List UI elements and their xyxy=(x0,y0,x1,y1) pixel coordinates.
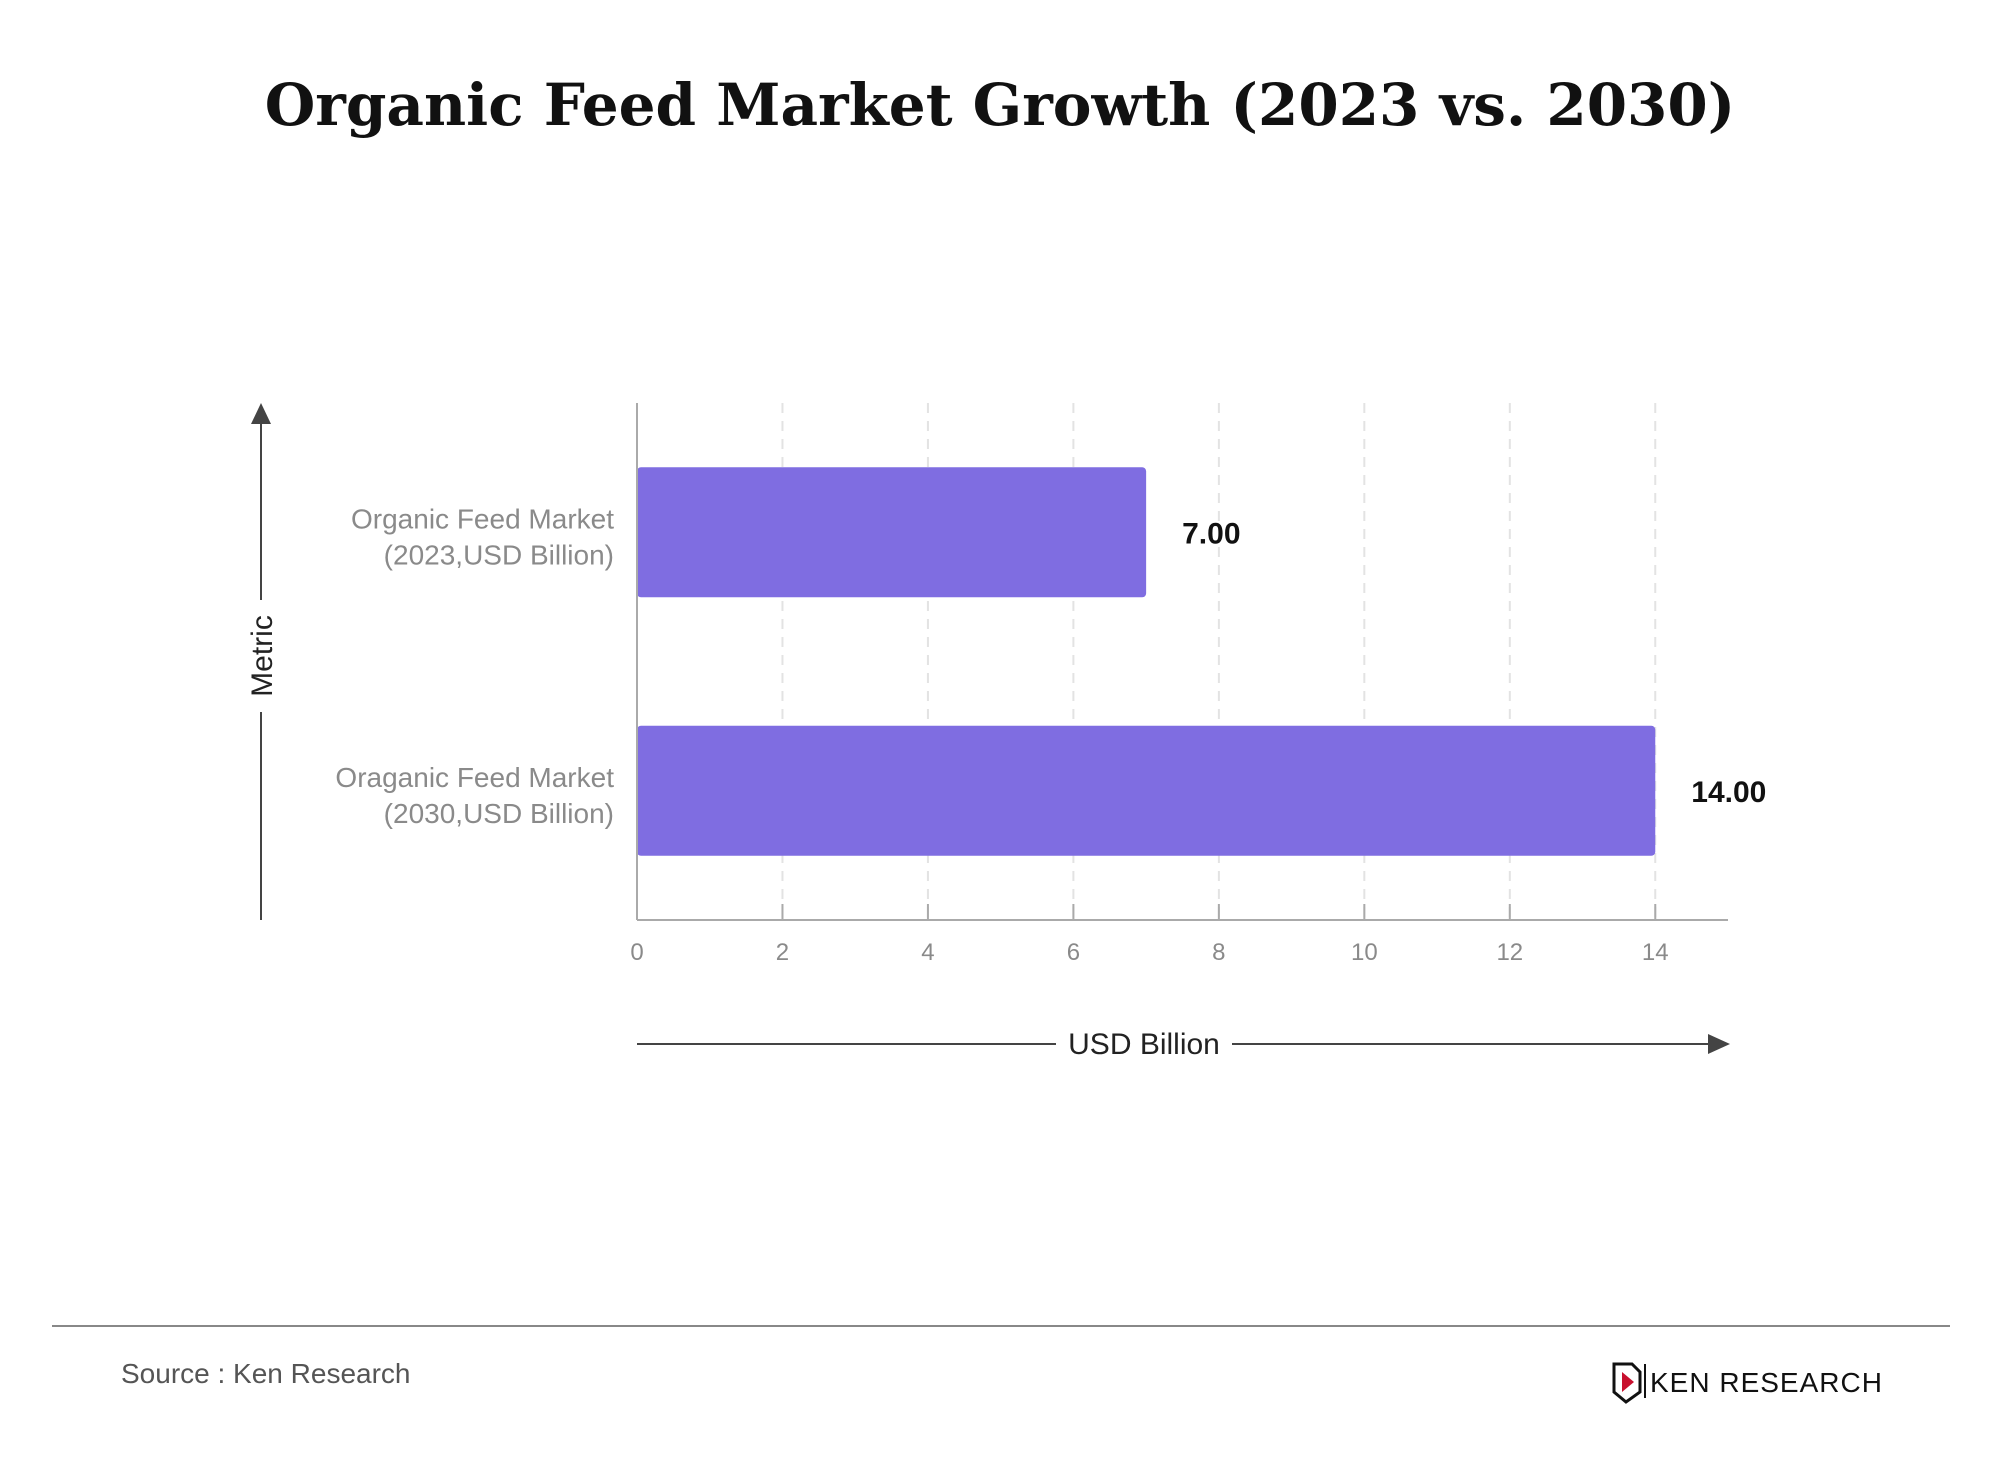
value-label: 7.00 xyxy=(1182,517,1240,550)
bar xyxy=(637,725,1656,856)
value-labels: 7.00 14.00 xyxy=(1182,517,1766,809)
bars xyxy=(637,467,1656,856)
category-label: Oraganic Feed Market xyxy=(335,762,614,793)
k-logo-accent xyxy=(1622,1372,1634,1392)
chart-title: Organic Feed Market Growth (2023 vs. 203… xyxy=(265,71,1735,139)
x-tick-label: 14 xyxy=(1642,939,1669,966)
category-label: Organic Feed Market xyxy=(351,503,614,534)
y-axis-title: Metric xyxy=(246,615,279,697)
x-tick-label: 10 xyxy=(1351,939,1378,966)
x-axis-title: USD Billion xyxy=(1068,1028,1220,1061)
x-tick-label: 12 xyxy=(1496,939,1523,966)
x-tick-label: 8 xyxy=(1212,939,1225,966)
x-ticks: 0 2 4 6 8 10 12 14 xyxy=(630,904,1669,966)
category-label: (2030,USD Billion) xyxy=(384,798,614,829)
x-tick-label: 6 xyxy=(1067,939,1080,966)
x-tick-label: 4 xyxy=(921,939,934,966)
k-logo-icon xyxy=(1612,1362,1642,1404)
source-text: Source : Ken Research xyxy=(121,1358,411,1389)
x-axis-arrowhead xyxy=(1708,1034,1730,1054)
category-labels: Organic Feed Market (2023,USD Billion) Ora… xyxy=(335,503,614,829)
x-tick-label: 2 xyxy=(776,939,789,966)
category-label: (2023,USD Billion) xyxy=(384,539,614,570)
y-axis-arrowhead xyxy=(251,403,271,424)
x-tick-label: 0 xyxy=(630,939,643,966)
value-label: 14.00 xyxy=(1691,776,1766,809)
ken-research-logo: KEN RESEARCH xyxy=(1612,1362,1883,1404)
brand-name: KEN RESEARCH xyxy=(1650,1367,1883,1398)
bar xyxy=(637,467,1147,598)
gridlines xyxy=(781,403,1657,920)
